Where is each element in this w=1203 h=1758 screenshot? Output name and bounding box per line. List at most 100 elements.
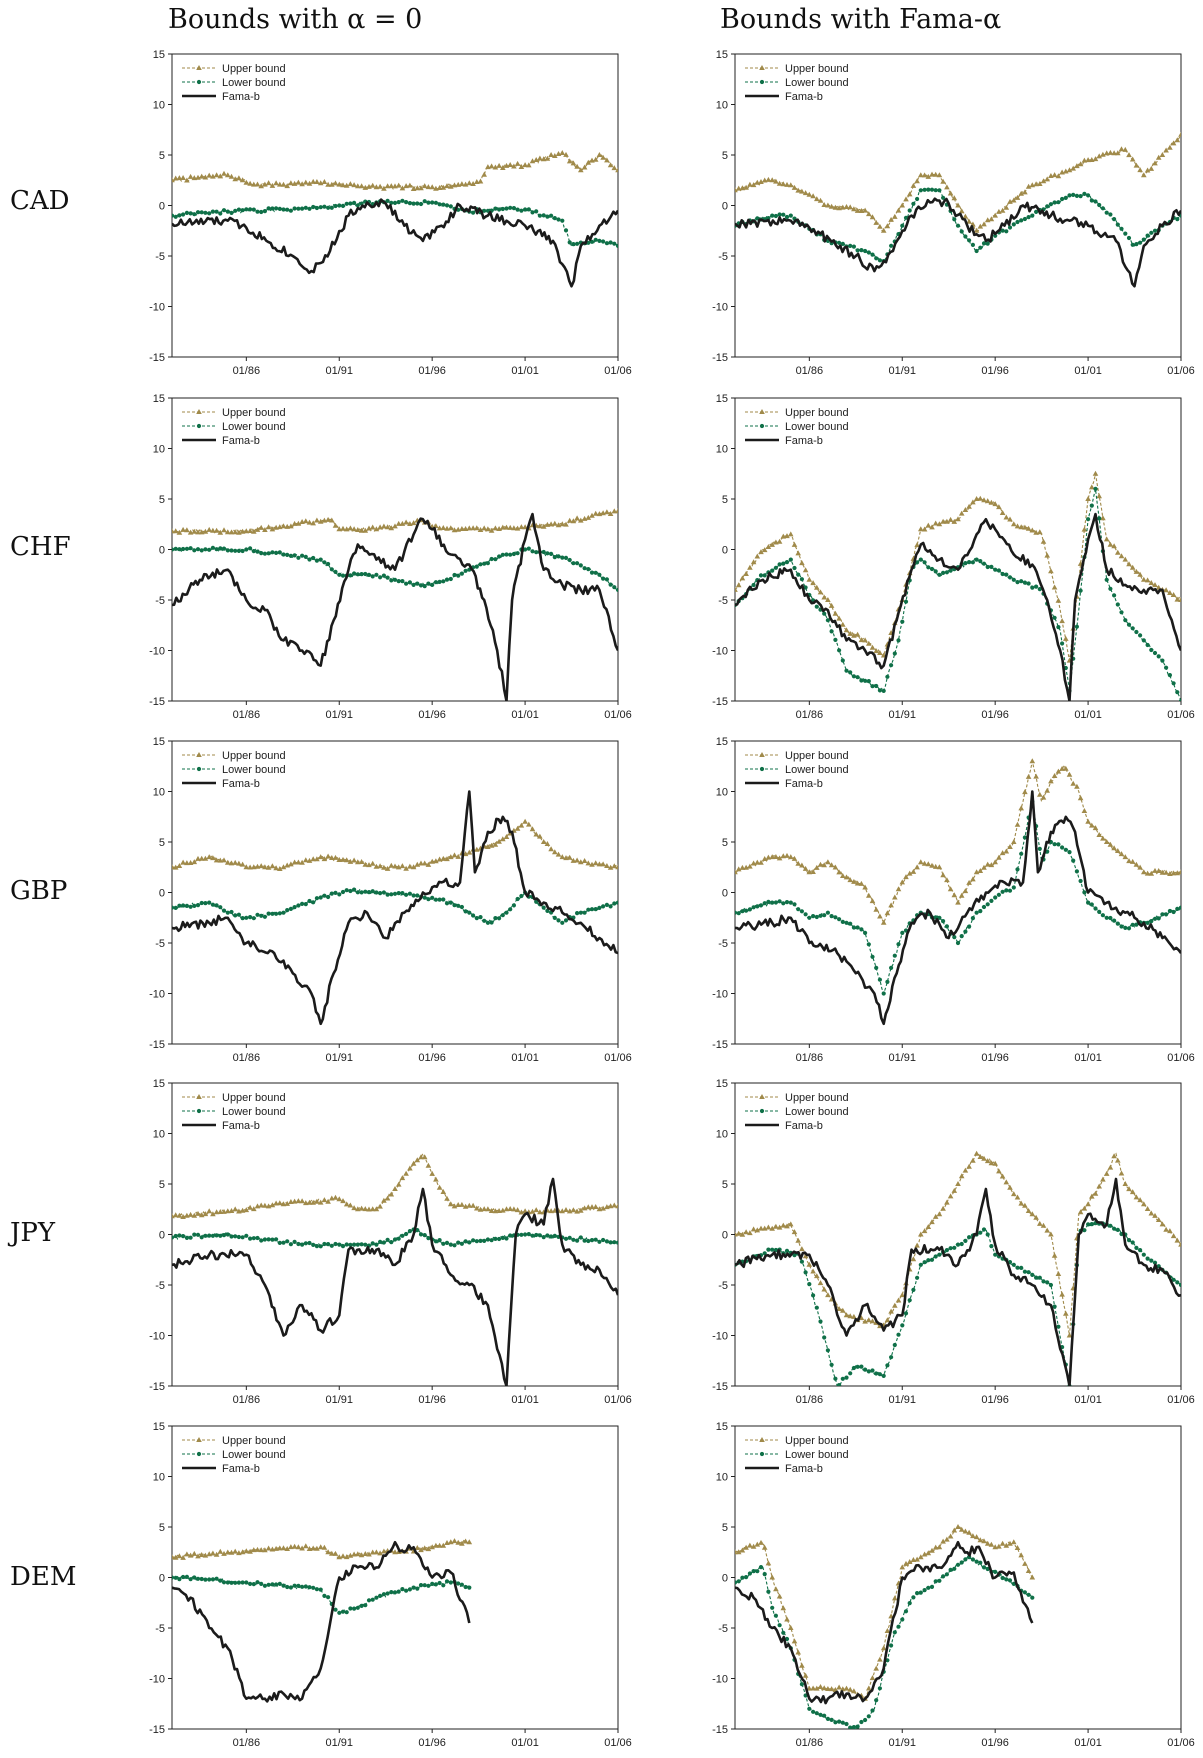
- data-point: [1115, 549, 1121, 555]
- data-point: [581, 164, 588, 170]
- data-point: [1170, 870, 1177, 876]
- data-point: [1045, 204, 1050, 209]
- data-point: [989, 898, 994, 904]
- data-point: [355, 890, 360, 895]
- data-point: [1007, 844, 1013, 849]
- data-point: [492, 1208, 499, 1214]
- data-point: [929, 862, 935, 868]
- data-point: [265, 524, 272, 530]
- data-point: [369, 524, 376, 530]
- data-point: [1145, 642, 1150, 648]
- data-point: [385, 892, 390, 897]
- data-point: [248, 546, 253, 551]
- data-point: [761, 856, 768, 861]
- data-point: [199, 1576, 204, 1582]
- data-point: [947, 190, 954, 196]
- data-point: [751, 905, 756, 910]
- data-point: [184, 1235, 189, 1240]
- row-label-jpy: JPY: [10, 1218, 56, 1248]
- data-point: [1178, 597, 1181, 602]
- data-point: [217, 857, 224, 863]
- data-point: [340, 1198, 346, 1204]
- data-point: [325, 1198, 331, 1204]
- data-point: [333, 1241, 338, 1247]
- data-point: [1122, 854, 1128, 860]
- data-point: [792, 1253, 797, 1258]
- data-point: [1056, 842, 1061, 847]
- data-point: [1011, 1191, 1017, 1197]
- data-point: [199, 210, 204, 215]
- data-point: [735, 869, 738, 875]
- data-point: [213, 527, 220, 533]
- data-point: [1111, 543, 1117, 549]
- data-point: [192, 903, 197, 909]
- data-point: [1115, 1227, 1120, 1232]
- data-point: [451, 852, 458, 858]
- data-point: [381, 1240, 386, 1245]
- data-point: [973, 1150, 980, 1156]
- data-point: [1051, 172, 1058, 178]
- data-point: [329, 567, 334, 572]
- data-point: [758, 859, 764, 865]
- data-point: [511, 1206, 517, 1212]
- data-point: [303, 857, 309, 863]
- data-point: [870, 1368, 875, 1373]
- data-point: [1141, 576, 1147, 582]
- data-point: [217, 1548, 224, 1554]
- data-point: [1003, 204, 1010, 210]
- data-point: [392, 1186, 398, 1191]
- data-point: [206, 1208, 212, 1214]
- y-tick-label: 10: [716, 1472, 728, 1484]
- data-point: [1089, 484, 1095, 490]
- data-point: [214, 1576, 219, 1581]
- data-point: [907, 1298, 912, 1303]
- data-point: [889, 243, 894, 248]
- data-point: [399, 520, 406, 526]
- data-point: [400, 198, 405, 203]
- data-point: [552, 520, 558, 526]
- y-tick-label: -10: [712, 989, 728, 1001]
- data-point: [1018, 1200, 1024, 1206]
- data-point: [181, 903, 186, 908]
- x-tick-label: 01/86: [233, 1737, 261, 1749]
- data-point: [818, 1319, 823, 1324]
- data-point: [873, 1665, 879, 1671]
- data-point: [750, 559, 757, 565]
- data-point: [340, 889, 346, 895]
- data-point: [892, 213, 898, 219]
- data-point: [1170, 1233, 1177, 1239]
- series-upper: [172, 1152, 618, 1219]
- data-point: [951, 518, 958, 524]
- data-point: [515, 551, 520, 556]
- data-point: [974, 1559, 979, 1564]
- data-point: [589, 512, 595, 518]
- data-point: [410, 864, 417, 870]
- data-point: [974, 557, 979, 562]
- data-point: [549, 213, 554, 218]
- data-point: [1171, 1277, 1176, 1282]
- y-tick-label: 0: [722, 888, 728, 900]
- data-point: [340, 525, 346, 531]
- series-line: [735, 1526, 1033, 1700]
- data-point: [840, 1376, 845, 1381]
- data-point: [612, 241, 617, 246]
- data-point: [288, 1585, 293, 1590]
- data-point: [198, 855, 205, 861]
- data-point: [829, 1362, 834, 1367]
- x-tick-label: 01/01: [1074, 1737, 1102, 1749]
- data-point: [281, 910, 286, 915]
- data-point: [586, 907, 591, 912]
- data-point: [485, 920, 490, 925]
- data-point: [210, 1233, 215, 1238]
- data-point: [1034, 1275, 1039, 1280]
- data-point: [366, 1206, 372, 1212]
- data-point: [796, 907, 801, 912]
- data-point: [1115, 1157, 1121, 1163]
- data-point: [225, 548, 230, 553]
- data-point: [195, 1553, 201, 1559]
- data-point: [1133, 861, 1140, 867]
- data-point: [977, 1154, 984, 1159]
- data-point: [336, 857, 343, 862]
- x-tick-label: 01/06: [604, 365, 632, 377]
- data-point: [477, 527, 484, 532]
